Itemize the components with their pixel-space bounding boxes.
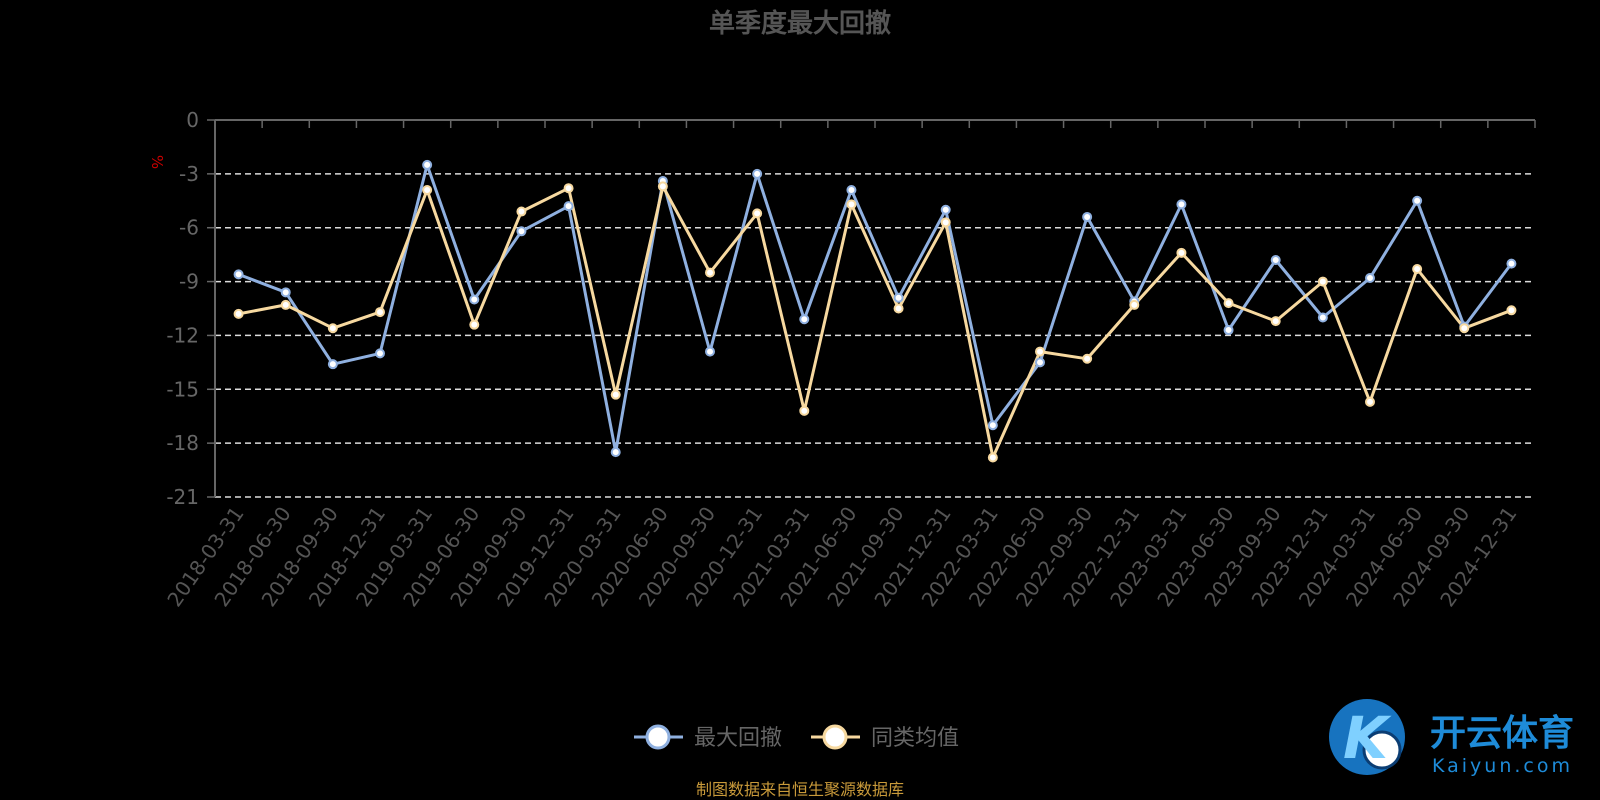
y-tick-label: -9: [179, 270, 199, 294]
y-tick-label: 0: [186, 108, 199, 132]
point-max-drawdown[interactable]: [1176, 199, 1187, 210]
data-source-note: 制图数据来自恒生聚源数据库: [696, 780, 904, 799]
point-peer-average[interactable]: [1365, 396, 1375, 407]
point-max-drawdown[interactable]: [940, 204, 951, 215]
point-max-drawdown[interactable]: [846, 185, 857, 196]
point-peer-average[interactable]: [1082, 353, 1093, 364]
point-max-drawdown[interactable]: [280, 287, 291, 298]
y-tick-label: -15: [166, 377, 199, 401]
point-max-drawdown[interactable]: [1270, 255, 1281, 266]
y-tick-label: -21: [166, 485, 199, 509]
point-peer-average[interactable]: [422, 185, 433, 196]
point-max-drawdown[interactable]: [1365, 272, 1375, 283]
series-group: [233, 159, 1517, 463]
point-max-drawdown[interactable]: [327, 359, 338, 370]
point-max-drawdown[interactable]: [1506, 258, 1517, 269]
point-max-drawdown[interactable]: [752, 168, 763, 179]
axes: [207, 119, 1536, 498]
series-line-peer-average: [238, 184, 1512, 459]
legend-item-peer-average[interactable]: 同类均值: [811, 724, 959, 751]
point-peer-average[interactable]: [940, 217, 951, 228]
point-peer-average[interactable]: [799, 405, 810, 416]
point-peer-average[interactable]: [233, 308, 244, 319]
point-max-drawdown[interactable]: [1035, 357, 1045, 368]
point-peer-average[interactable]: [1317, 276, 1328, 287]
point-max-drawdown[interactable]: [469, 294, 480, 305]
point-max-drawdown[interactable]: [610, 447, 621, 458]
point-peer-average[interactable]: [516, 206, 527, 217]
point-peer-average[interactable]: [1459, 323, 1470, 334]
point-max-drawdown[interactable]: [1223, 325, 1234, 336]
legend-label-peer-average: 同类均值: [871, 726, 959, 751]
point-peer-average[interactable]: [657, 181, 668, 192]
point-peer-average[interactable]: [375, 307, 385, 318]
point-max-drawdown[interactable]: [1412, 195, 1423, 206]
watermark-logo: K 开云体育 Kaiyun.com: [1329, 699, 1574, 777]
y-tick-label: -12: [166, 323, 199, 347]
point-peer-average[interactable]: [846, 199, 857, 210]
point-peer-average[interactable]: [327, 323, 338, 334]
point-max-drawdown[interactable]: [375, 348, 385, 359]
y-tick-label: -18: [166, 431, 199, 455]
chart-title: 单季度最大回撤: [709, 8, 891, 39]
point-max-drawdown[interactable]: [1317, 312, 1328, 323]
y-axis-label: %: [148, 155, 166, 169]
point-peer-average[interactable]: [987, 452, 998, 463]
y-tick-label: -3: [179, 162, 199, 186]
point-peer-average[interactable]: [893, 303, 904, 314]
point-peer-average[interactable]: [610, 389, 621, 400]
series-line-max-drawdown: [238, 163, 1513, 454]
x-tick-labels: 2018-03-312018-06-302018-09-302018-12-31…: [162, 502, 1521, 611]
soccer-ball-icon: [1362, 730, 1402, 770]
point-peer-average[interactable]: [563, 183, 574, 194]
legend-item-max-drawdown[interactable]: 最大回撤: [634, 724, 782, 751]
logo-letter: K: [1343, 704, 1392, 772]
point-max-drawdown[interactable]: [563, 201, 574, 212]
point-max-drawdown[interactable]: [233, 269, 244, 280]
point-peer-average[interactable]: [1270, 316, 1281, 327]
legend-marker-peer-average: [822, 724, 848, 750]
point-peer-average[interactable]: [1129, 299, 1140, 310]
legend-marker-max-drawdown: [645, 724, 671, 750]
y-tick-labels: 0 -3 -6 -9 -12 -15 -18 -21: [166, 108, 199, 509]
point-peer-average[interactable]: [469, 319, 480, 330]
point-peer-average[interactable]: [1035, 346, 1045, 357]
watermark-brand: 开云体育: [1430, 713, 1574, 754]
point-max-drawdown[interactable]: [705, 346, 715, 357]
legend[interactable]: 最大回撤 同类均值: [634, 724, 959, 751]
watermark-domain: Kaiyun.com: [1432, 755, 1573, 777]
point-peer-average[interactable]: [705, 267, 715, 278]
point-max-drawdown[interactable]: [1082, 211, 1093, 222]
point-peer-average[interactable]: [1176, 247, 1187, 258]
point-peer-average[interactable]: [1223, 298, 1234, 309]
point-max-drawdown[interactable]: [893, 292, 904, 303]
point-peer-average[interactable]: [752, 208, 763, 219]
legend-label-max-drawdown: 最大回撤: [694, 726, 782, 751]
point-max-drawdown[interactable]: [516, 226, 527, 237]
point-peer-average[interactable]: [1412, 264, 1423, 275]
point-max-drawdown[interactable]: [799, 314, 810, 325]
gridlines: [215, 173, 1535, 498]
y-tick-label: -6: [179, 216, 199, 240]
point-peer-average[interactable]: [280, 299, 291, 310]
point-peer-average[interactable]: [1506, 305, 1517, 316]
point-max-drawdown[interactable]: [987, 420, 998, 431]
point-max-drawdown[interactable]: [422, 159, 433, 170]
